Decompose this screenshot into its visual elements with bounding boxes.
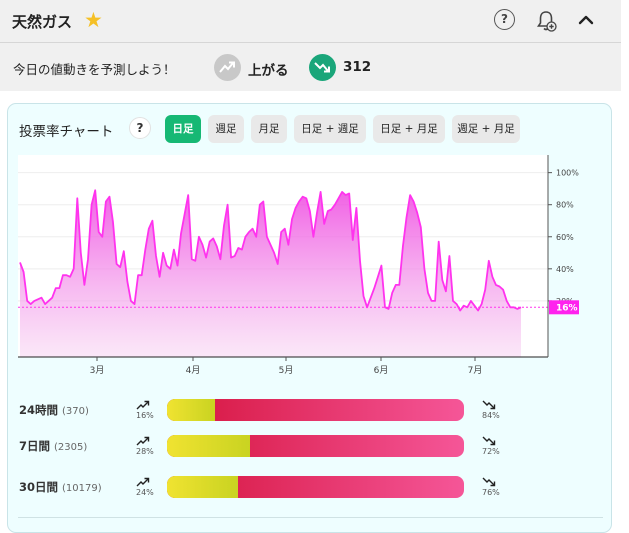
vote-row-label: 30日間 (10179) bbox=[19, 479, 102, 495]
prediction-strip: 今日の値動きを予測しよう！ 上がる 312 bbox=[0, 43, 621, 91]
trend-up-icon bbox=[136, 436, 150, 446]
x-tick-label: 4月 bbox=[186, 365, 201, 376]
vote-up-fill bbox=[167, 476, 239, 498]
vote-count: (2305) bbox=[54, 442, 88, 453]
tab-daily-monthly[interactable]: 日足 + 月足 bbox=[373, 115, 445, 143]
y-tick-label: 40% bbox=[556, 265, 574, 274]
tab-weekly[interactable]: 週足 bbox=[208, 115, 244, 143]
current-value-badge bbox=[549, 300, 579, 315]
chart-help-button[interactable]: ? bbox=[129, 117, 151, 139]
x-tick-label: 7月 bbox=[468, 365, 483, 376]
tab-monthly[interactable]: 月足 bbox=[251, 115, 287, 143]
current-value-label: 16% bbox=[556, 303, 578, 313]
vote-up-percent: 24% bbox=[136, 488, 154, 497]
vote-ratio-bar bbox=[167, 435, 464, 457]
vote-period: 24時間 bbox=[19, 403, 59, 417]
favorite-star-icon[interactable]: ★ bbox=[84, 8, 103, 32]
vote-up-label[interactable]: 上がる bbox=[248, 63, 289, 79]
x-tick-label: 5月 bbox=[279, 365, 294, 376]
y-tick-label: 100% bbox=[556, 169, 579, 178]
notification-bell-icon[interactable] bbox=[534, 9, 558, 33]
vote-down-percent: 72% bbox=[482, 447, 500, 456]
vote-up-button[interactable] bbox=[214, 54, 241, 81]
vote-up-fill bbox=[167, 399, 215, 421]
vote-up-percent: 16% bbox=[136, 411, 154, 420]
vote-down-count: 312 bbox=[343, 59, 372, 75]
vote-down-button[interactable] bbox=[309, 54, 336, 81]
vote-up-percent: 28% bbox=[136, 447, 154, 456]
vote-down-percent: 76% bbox=[482, 488, 500, 497]
y-tick-label: 80% bbox=[556, 201, 574, 210]
help-icon[interactable]: ? bbox=[494, 9, 515, 30]
section-divider bbox=[18, 517, 603, 518]
header-bar: 天然ガス ★ ? bbox=[0, 0, 621, 43]
tab-daily[interactable]: 日足 bbox=[165, 115, 201, 143]
y-tick-label: 60% bbox=[556, 233, 574, 242]
trend-up-icon bbox=[219, 61, 235, 73]
chart-series-line bbox=[19, 189, 522, 312]
trend-down-icon bbox=[482, 477, 496, 487]
trend-up-icon bbox=[136, 477, 150, 487]
vote-down-percent: 84% bbox=[482, 411, 500, 420]
vote-period: 30日間 bbox=[19, 480, 59, 494]
vote-row-label: 7日間 (2305) bbox=[19, 438, 87, 454]
x-tick-label: 3月 bbox=[90, 365, 105, 376]
trend-down-icon bbox=[482, 400, 496, 410]
x-tick-label: 6月 bbox=[374, 365, 389, 376]
vote-up-fill bbox=[167, 435, 251, 457]
vote-count: (10179) bbox=[62, 483, 102, 494]
vote-count: (370) bbox=[62, 406, 89, 417]
trend-up-icon bbox=[136, 400, 150, 410]
prediction-question: 今日の値動きを予測しよう！ bbox=[13, 62, 176, 77]
trend-down-icon bbox=[482, 436, 496, 446]
trend-down-icon bbox=[314, 62, 330, 73]
tab-daily-weekly[interactable]: 日足 + 週足 bbox=[294, 115, 366, 143]
chart-title: 投票率チャート bbox=[19, 124, 114, 140]
tab-weekly-monthly[interactable]: 週足 + 月足 bbox=[452, 115, 520, 143]
vote-row-label: 24時間 (370) bbox=[19, 402, 89, 418]
vote-ratio-bar bbox=[167, 476, 464, 498]
chart-area-fill bbox=[20, 190, 521, 357]
vote-period: 7日間 bbox=[19, 439, 51, 453]
chevron-up-icon[interactable] bbox=[576, 11, 596, 29]
page-title: 天然ガス bbox=[12, 13, 73, 31]
vote-ratio-bar bbox=[167, 399, 464, 421]
